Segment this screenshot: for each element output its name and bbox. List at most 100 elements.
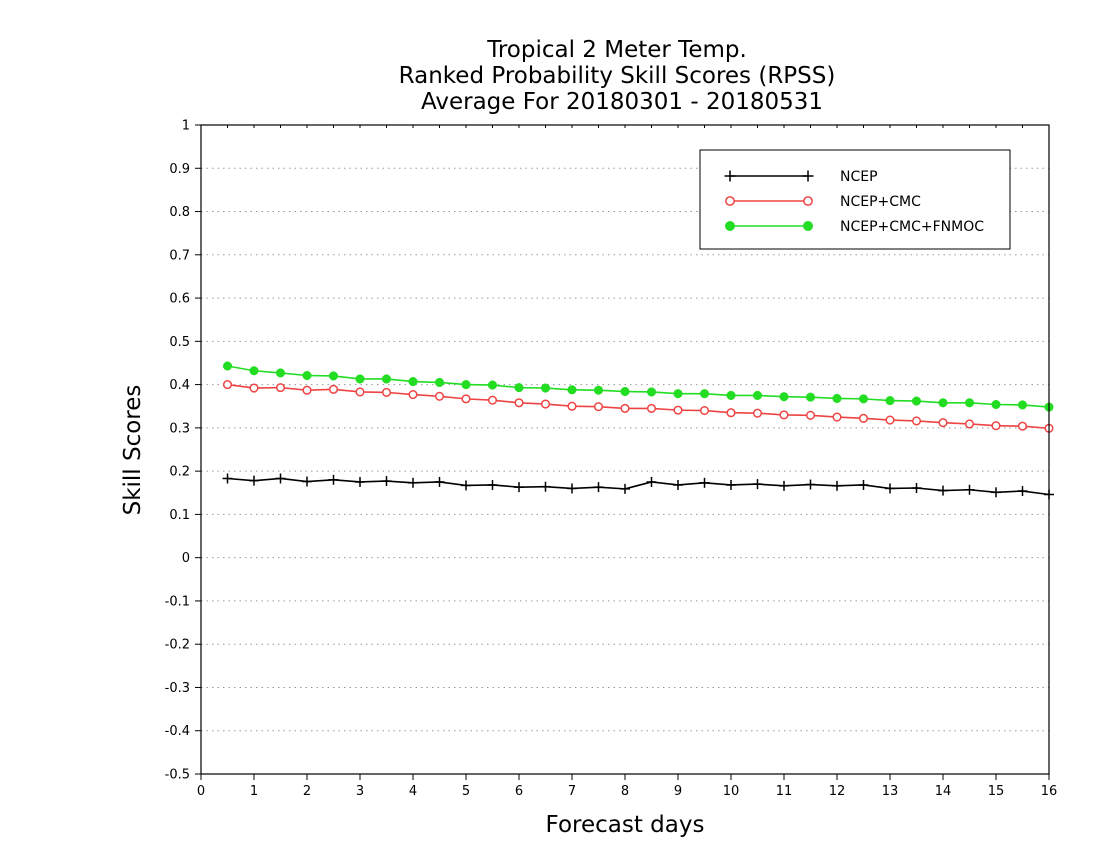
data-point-plus (964, 484, 975, 495)
data-point-open-circle (355, 387, 365, 397)
data-point-plus (724, 170, 736, 182)
data-point-filled-circle (805, 392, 816, 402)
data-point-filled-circle (699, 389, 710, 399)
x-tick-label: 4 (409, 784, 417, 799)
data-point-plus (646, 476, 657, 487)
x-tick-label: 9 (674, 784, 682, 799)
x-tick-label: 12 (829, 784, 846, 799)
data-point-plus (938, 485, 948, 496)
data-point-filled-circle (328, 371, 339, 381)
data-point-open-circle (964, 419, 975, 429)
data-point-filled-circle (832, 393, 842, 403)
legend-label: NCEP+CMC+FNMOC (840, 219, 984, 235)
y-axis-title: Skill Scores (120, 385, 146, 516)
data-point-open-circle (673, 405, 683, 415)
legend-item-1: NCEP+CMC (725, 194, 921, 210)
y-tick-label: 0.3 (169, 421, 190, 436)
data-point-filled-circle (858, 394, 869, 404)
data-point-filled-circle (752, 390, 763, 400)
data-point-filled-circle (249, 366, 259, 376)
data-point-open-circle (803, 196, 813, 206)
data-point-plus (752, 479, 763, 490)
y-tick-label: -0.1 (165, 594, 190, 609)
legend-label: NCEP+CMC (840, 194, 921, 210)
data-point-plus (832, 480, 842, 491)
y-tick-label: -0.5 (165, 768, 190, 783)
data-point-plus (911, 483, 922, 494)
y-tick-label: 0.4 (169, 378, 190, 393)
x-tick-label: 7 (568, 784, 576, 799)
legend-label: NCEP (840, 169, 878, 185)
x-tick-label: 10 (723, 784, 740, 799)
data-point-plus (858, 479, 869, 490)
data-point-plus (249, 475, 259, 486)
x-tick-label: 8 (621, 784, 629, 799)
series-line (227, 365, 1050, 408)
data-point-open-circle (487, 395, 498, 405)
data-point-plus (805, 479, 816, 490)
chart-title-line-1: Tropical 2 Meter Temp. (486, 37, 747, 63)
data-point-plus (802, 170, 814, 182)
data-point-open-circle (832, 412, 842, 422)
data-point-open-circle (991, 421, 1001, 431)
data-point-open-circle (1017, 421, 1028, 431)
data-point-filled-circle (646, 387, 657, 397)
series-layer (222, 361, 1054, 500)
data-point-filled-circle (938, 398, 948, 408)
axis-ticks: -0.5 -0.4 -0.3 -0.2 -0.1 0 0.1 0.2 0.3 0.4 0.5 0.6 0… (165, 119, 1058, 800)
data-point-plus (885, 483, 895, 494)
y-tick-label: -0.2 (165, 638, 190, 653)
y-tick-label: 0.2 (169, 465, 190, 480)
x-tick-label: 2 (303, 784, 311, 799)
legend: NCEP NCEP+CMC NCEP+CMC+FNMOC (699, 149, 1011, 250)
data-point-open-circle (461, 394, 471, 404)
data-point-filled-circle (275, 368, 286, 378)
data-point-plus (673, 479, 683, 490)
data-point-open-circle (911, 416, 922, 426)
data-point-open-circle (752, 408, 763, 418)
chart-title-line-3: Average For 20180301 - 20180531 (421, 89, 823, 115)
data-point-open-circle (302, 385, 312, 395)
data-point-filled-circle (302, 370, 312, 381)
x-axis-title: Forecast days (546, 812, 705, 838)
x-tick-label: 3 (356, 784, 364, 799)
data-point-filled-circle (434, 377, 445, 387)
chart-title: Tropical 2 Meter Temp. Ranked Probabilit… (399, 37, 836, 115)
data-point-open-circle (514, 398, 524, 408)
data-point-open-circle (805, 410, 816, 420)
data-point-plus (726, 479, 736, 490)
y-tick-label: 0.1 (169, 508, 190, 523)
data-point-plus (991, 487, 1001, 498)
data-point-filled-circle (779, 392, 789, 402)
data-point-filled-circle (803, 221, 813, 231)
data-point-filled-circle (1017, 400, 1028, 410)
data-point-open-circle (885, 415, 895, 425)
data-point-plus (381, 476, 392, 487)
data-point-filled-circle (991, 399, 1001, 410)
data-point-filled-circle (964, 398, 975, 408)
data-point-filled-circle (726, 390, 736, 400)
y-tick-label: 0.5 (169, 335, 190, 350)
data-point-open-circle (646, 403, 657, 413)
x-tick-label: 5 (462, 784, 470, 799)
data-point-filled-circle (514, 383, 524, 393)
data-point-plus (540, 481, 551, 492)
x-tick-label: 6 (515, 784, 523, 799)
data-point-plus (461, 480, 471, 491)
x-tick-label: 13 (882, 784, 899, 799)
data-point-open-circle (381, 387, 392, 397)
data-point-plus (699, 477, 710, 488)
series-2 (222, 361, 1054, 412)
chart-title-line-2: Ranked Probability Skill Scores (RPSS) (399, 63, 836, 89)
series-0 (222, 473, 1054, 500)
x-tick-label: 11 (776, 784, 793, 799)
legend-item-0: NCEP (724, 169, 878, 185)
data-point-plus (514, 482, 524, 493)
data-point-plus (567, 483, 577, 494)
legend-item-2: NCEP+CMC+FNMOC (725, 219, 984, 235)
data-point-filled-circle (911, 396, 922, 406)
y-tick-label: 0.8 (169, 205, 190, 220)
x-tick-label: 0 (197, 784, 205, 799)
x-tick-label: 14 (935, 784, 952, 799)
data-point-open-circle (249, 383, 259, 393)
